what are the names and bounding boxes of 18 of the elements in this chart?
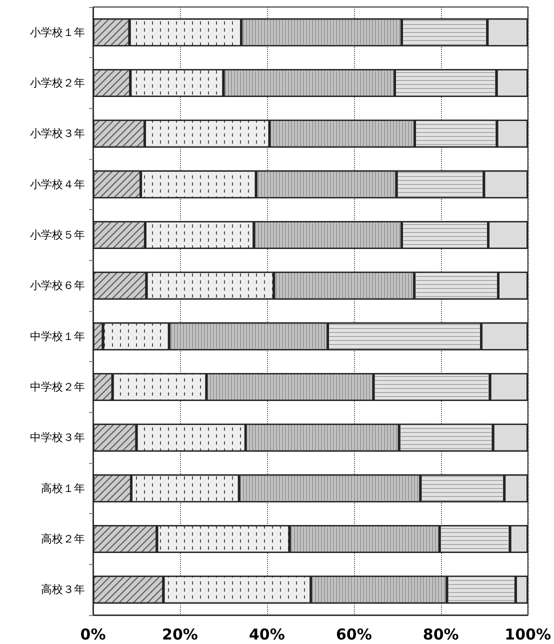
x-tick-label: 20% — [162, 626, 198, 644]
x-tick-label: 80% — [422, 626, 459, 644]
y-tick-label: 小学校２年 — [30, 76, 85, 90]
y-tick-label: 小学校４年 — [30, 178, 85, 191]
y-tick-label: 中学校１年 — [30, 330, 85, 343]
y-tick-label: 小学校１年 — [30, 26, 85, 39]
y-tick-label: 小学校３年 — [30, 127, 85, 140]
y-tick-label: 高校２年 — [41, 532, 85, 546]
y-tick-label: 高校１年 — [41, 482, 85, 495]
x-tick-label: 60% — [336, 626, 372, 644]
y-tick-label: 小学校６年 — [30, 279, 85, 292]
y-tick-label: 小学校５年 — [30, 228, 85, 242]
x-tick-label: 40% — [248, 626, 285, 644]
x-tick-label: 0% — [80, 626, 106, 644]
y-tick-label: 中学校３年 — [30, 431, 85, 444]
y-tick-label: 中学校２年 — [30, 380, 85, 394]
x-tick-label: 100% — [504, 626, 551, 644]
y-tick-label: 高校３年 — [41, 583, 85, 596]
